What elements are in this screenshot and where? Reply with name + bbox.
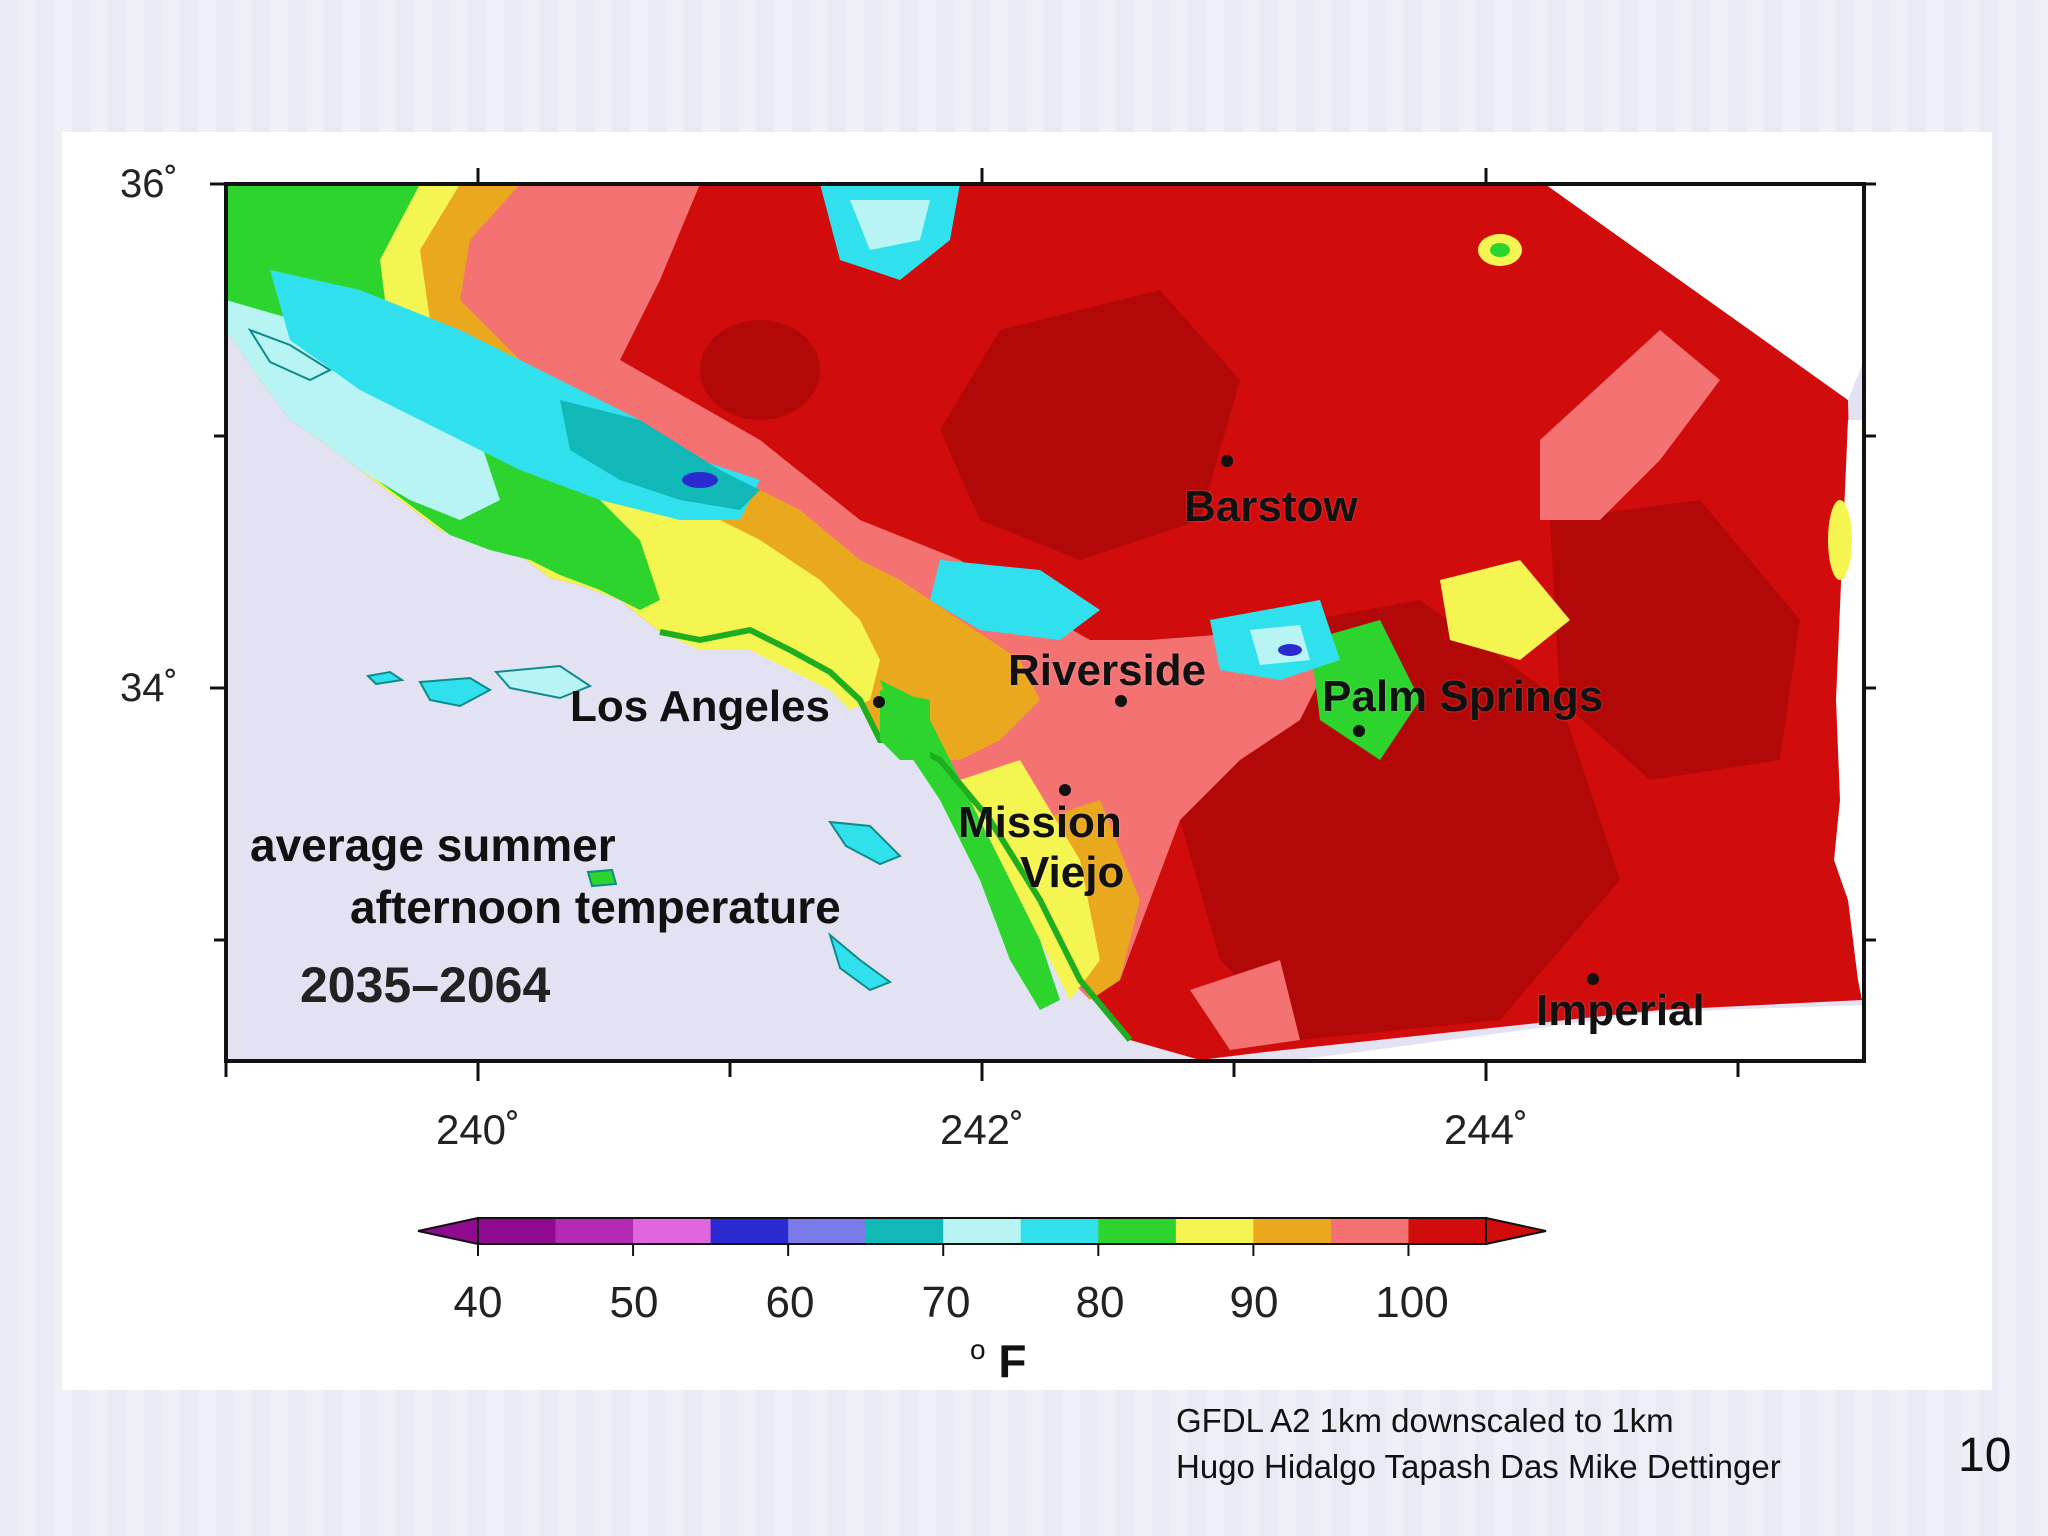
colorbar-unit: o F [970,1334,1026,1388]
colorbar-segment [1330,1218,1409,1244]
lat-label-34: 34˚ [120,666,178,710]
palm-springs-dot [1353,725,1365,737]
colorbar-arrow-high [1485,1216,1547,1246]
colorbar-segment [1098,1218,1177,1244]
colorbar-segment [1175,1218,1254,1244]
lat-label-36: 36˚ [120,162,178,206]
colorbar-label-70: 70 [921,1278,971,1327]
island [365,670,405,686]
city-label-palm-springs: Palm Springs [1322,672,1604,721]
caption-line1: average summer [250,819,616,871]
city-label-barstow: Barstow [1184,482,1358,531]
colorbar-label-90: 90 [1229,1278,1279,1327]
colorbar-segment [555,1218,634,1244]
colorbar-segment [788,1218,867,1244]
colorbar-segment [478,1218,557,1244]
colorbar-segment [1253,1218,1332,1244]
credit-line2: Hugo Hidalgo Tapash Das Mike Dettinger [1176,1448,1781,1485]
caption-line2: afternoon temperature [350,881,841,933]
colorbar-segment [943,1218,1022,1244]
page-number: 10 [1958,1429,2012,1482]
lon-label-240: 240˚ [435,1106,521,1153]
lon-label-244: 244˚ [1443,1106,1529,1153]
los-angeles-dot [873,696,885,708]
colorbar-label-50: 50 [609,1278,659,1327]
colorbar-label-80: 80 [1075,1278,1125,1327]
period-label: 2035–2064 [300,957,551,1013]
colorbar-label-60: 60 [765,1278,815,1327]
city-label-los-angeles: Los Angeles [570,682,830,731]
city-label-imperial: Imperial [1536,986,1705,1035]
colorbar-outline [477,1217,1487,1245]
colorbar-segment [1408,1218,1487,1244]
colorbar-segment [865,1218,944,1244]
unit-text: F [998,1335,1027,1387]
map-frame [224,182,1866,1063]
out-of-domain [1545,184,1864,400]
mission-viejo-dot [1059,784,1071,796]
colorbar-segment [1020,1218,1099,1244]
colorbar-arrow-low [417,1216,479,1246]
colorbar-segment [633,1218,712,1244]
extreme-heat-zone [940,290,1240,560]
degree-symbol: o [970,1334,986,1365]
city-label-riverside: Riverside [1008,646,1207,695]
credit-line1: GFDL A2 1km downscaled to 1km [1176,1402,1674,1439]
city-label-mission: Mission [958,798,1122,847]
imperial-dot [1587,973,1599,985]
city-label-viejo: Viejo [1020,848,1125,897]
colorbar-segment [710,1218,789,1244]
colorbar-label-100: 100 [1375,1278,1449,1327]
colorbar [417,1216,1547,1256]
lon-label-242: 242˚ [939,1106,1025,1153]
barstow-dot [1221,455,1233,467]
riverside-dot [1115,695,1127,707]
colorbar-label-40: 40 [453,1278,503,1327]
city-markers [873,455,1599,985]
